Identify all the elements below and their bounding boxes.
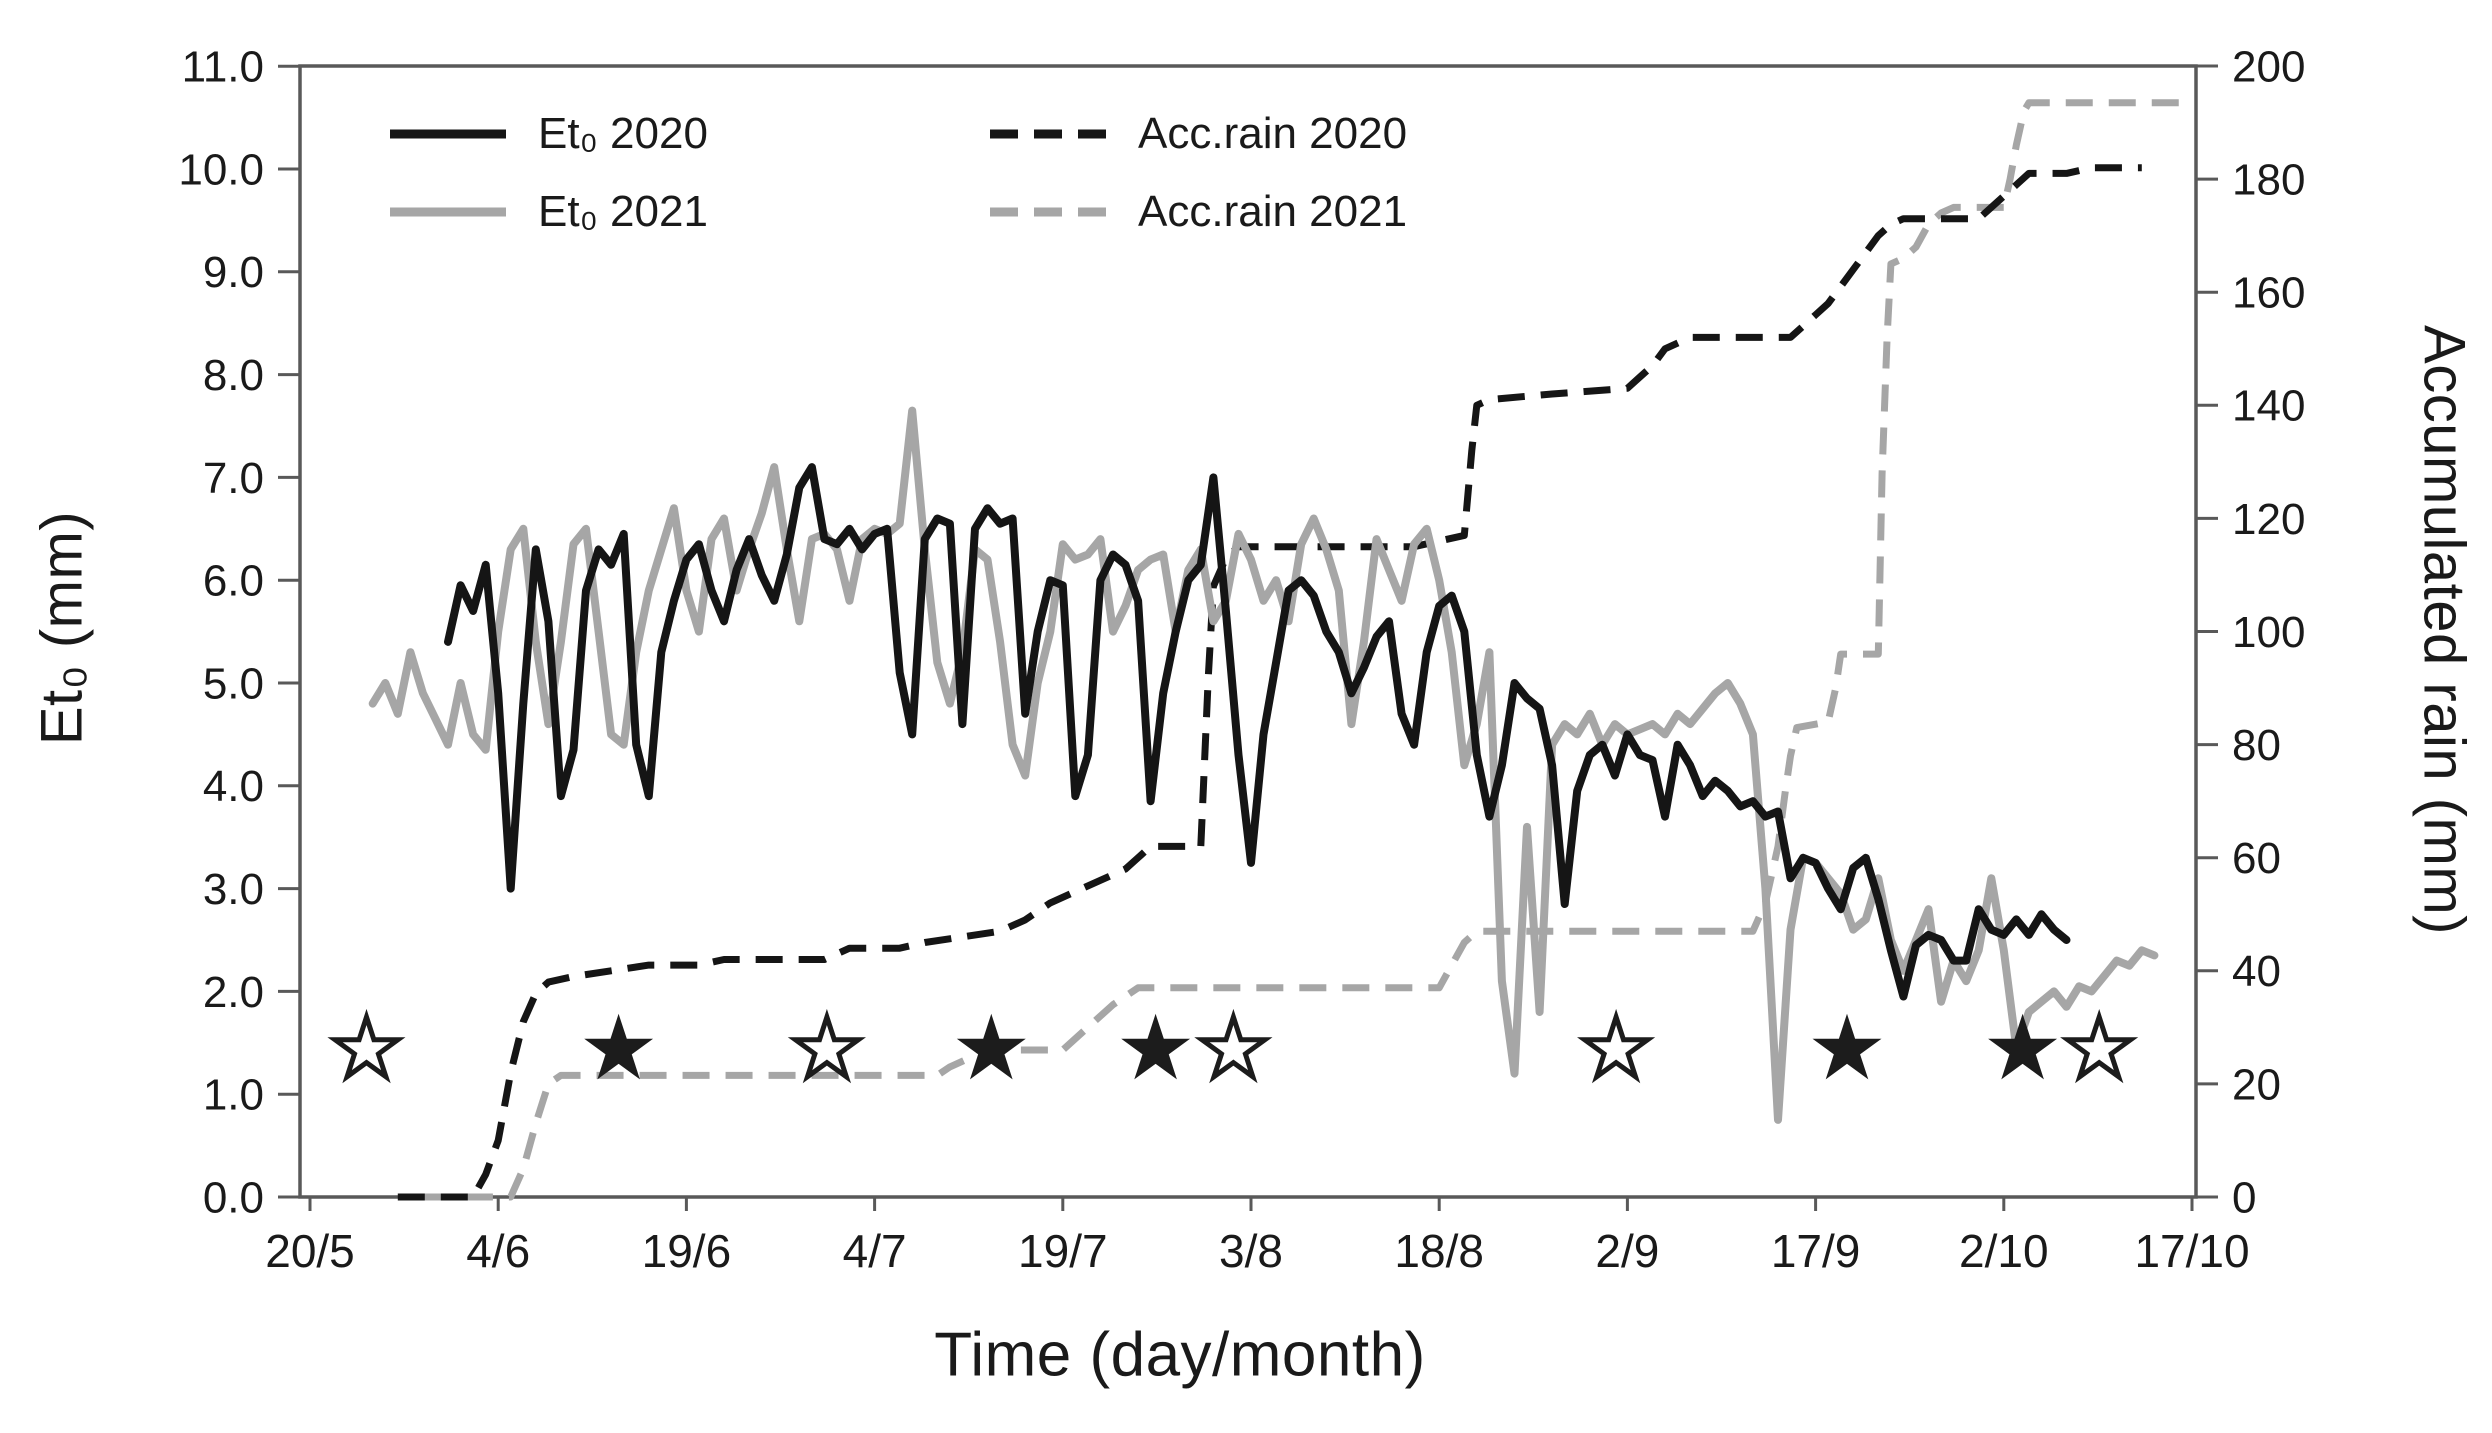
x-axis-title: Time (day/month) [934, 1320, 1426, 1390]
open-star-marker [1194, 1008, 1273, 1084]
open-star-marker [2060, 1008, 2139, 1084]
y-left-tick-label: 10.0 [178, 145, 264, 194]
x-tick-label: 17/9 [1771, 1225, 1861, 1277]
filled-star-marker [584, 1013, 654, 1080]
x-tick-label: 19/6 [642, 1225, 732, 1277]
x-tick-label: 17/10 [2134, 1225, 2249, 1277]
y-left-tick-label: 2.0 [203, 968, 264, 1017]
y-left-tick-label: 5.0 [203, 659, 264, 708]
legend-item-accrain-2021: Acc.rain 2021 [988, 186, 1407, 238]
legend-label: Et₀ 2020 [538, 109, 708, 158]
open-star-marker [787, 1008, 866, 1084]
y-right-tick-label: 180 [2232, 156, 2305, 205]
y-right-tick-label: 120 [2232, 495, 2305, 544]
y-right-tick-label: 20 [2232, 1060, 2281, 1109]
y-left-tick-label: 11.0 [182, 43, 264, 92]
y-axis-right: 0 20 40 60 80 100 120 140 160 180 200 [2196, 42, 2305, 1222]
solid-line-swatch-icon [390, 207, 506, 217]
x-axis: 20/5 4/6 19/6 4/7 19/7 3/8 18/8 2/9 17/9 2/10 17/1… [265, 1197, 2250, 1277]
x-tick-label: 18/8 [1394, 1225, 1484, 1277]
x-tick-label: 3/8 [1219, 1225, 1283, 1277]
x-tick-label: 2/9 [1595, 1225, 1659, 1277]
y-right-tick-label: 40 [2232, 947, 2281, 996]
legend-label: Et₀ 2021 [538, 187, 708, 236]
x-tick-label: 2/10 [1959, 1225, 2049, 1277]
y-left-tick-label: 8.0 [203, 351, 264, 400]
legend-item-et0-2020: Et₀ 2020 [388, 108, 988, 160]
y-right-tick-label: 160 [2232, 269, 2305, 318]
dashed-line-swatch-icon [990, 129, 1106, 139]
y-right-tick-label: 100 [2232, 608, 2305, 657]
y-right-tick-label: 200 [2232, 42, 2305, 91]
y-left-tick-label: 3.0 [203, 865, 264, 914]
dashed-line-swatch-icon [990, 207, 1106, 217]
y-left-tick-label: 6.0 [203, 557, 264, 606]
filled-star-marker [1988, 1013, 2058, 1080]
filled-star-marker [956, 1013, 1026, 1080]
open-star-marker [1577, 1008, 1656, 1084]
y-left-tick-label: 4.0 [203, 762, 264, 811]
x-tick-label: 20/5 [265, 1225, 355, 1277]
y-left-tick-label: 0.0 [203, 1173, 264, 1222]
series-line-acc-rain-2021 [422, 99, 2192, 1201]
y-left-tick-label: 7.0 [203, 454, 264, 503]
y-right-tick-label: 80 [2232, 721, 2281, 770]
x-tick-label: 4/6 [466, 1225, 530, 1277]
open-star-marker [327, 1008, 406, 1084]
legend-label: Acc.rain 2021 [1138, 187, 1408, 236]
filled-star-marker [1812, 1013, 1882, 1080]
legend: Et₀ 2020 Acc.rain 2020 Et₀ 2021 Acc.rain… [388, 108, 1407, 238]
legend-item-et0-2021: Et₀ 2021 [388, 186, 988, 238]
y-right-tick-label: 140 [2232, 382, 2305, 431]
y-right-tick-label: 0 [2232, 1173, 2256, 1222]
solid-line-swatch-icon [390, 129, 506, 139]
y-right-tick-label: 60 [2232, 834, 2281, 883]
series-line-et-2020 [444, 463, 2071, 1001]
y-left-tick-label: 9.0 [203, 248, 264, 297]
y-left-tick-label: 1.0 [203, 1071, 264, 1120]
x-tick-label: 4/7 [843, 1225, 907, 1277]
legend-label: Acc.rain 2020 [1138, 109, 1408, 158]
event-star-markers [327, 1008, 2139, 1084]
y-axis-title-left: Et₀ (mm) [29, 510, 95, 746]
y-axis-left: 0.0 1.0 2.0 3.0 4.0 5.0 6.0 7.0 8.0 9.0 10.0 11.0 [178, 43, 300, 1222]
legend-item-accrain-2020: Acc.rain 2020 [988, 108, 1407, 160]
y-axis-title-right: Accumulated rain (mm) [2411, 325, 2477, 935]
x-tick-label: 19/7 [1018, 1225, 1108, 1277]
series-line-et-2021 [368, 406, 2159, 1124]
filled-star-marker [1121, 1013, 1191, 1080]
